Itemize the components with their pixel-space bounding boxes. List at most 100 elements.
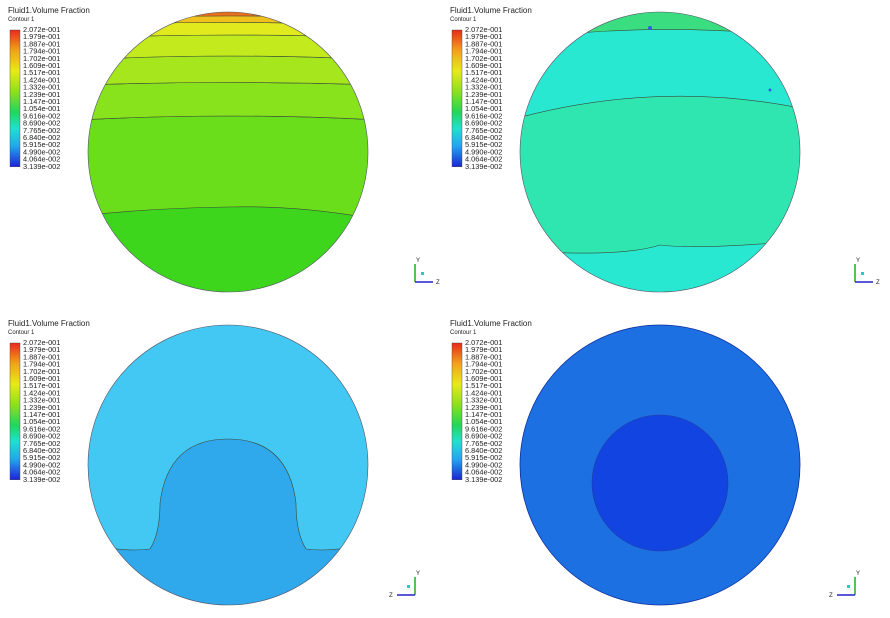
legend-label: 1.239e-001 — [23, 90, 60, 99]
legend-label: 1.239e-001 — [23, 403, 60, 412]
legend-label: 1.702e-001 — [465, 367, 502, 376]
triad-x — [407, 585, 410, 588]
legend-label: 7.765e-002 — [23, 126, 60, 135]
legend-label: 9.616e-002 — [23, 111, 60, 120]
legend-label: 1.054e-001 — [23, 417, 60, 426]
legend-label: 1.424e-001 — [465, 388, 502, 397]
legend-label: 1.702e-001 — [465, 54, 502, 63]
triad-label: Z — [876, 280, 880, 286]
legend-label: 5.915e-002 — [23, 453, 60, 462]
contour — [520, 12, 800, 292]
legend-label: 6.840e-002 — [23, 446, 60, 455]
legend-label: 1.517e-001 — [465, 381, 502, 390]
legend-label: 4.064e-002 — [23, 468, 60, 477]
legend-label: 1.424e-001 — [23, 388, 60, 397]
legend-label: 9.616e-002 — [23, 424, 60, 433]
legend-label: 2.072e-001 — [23, 338, 60, 347]
triad-label: Y — [856, 258, 860, 264]
legend-label: 6.840e-002 — [465, 133, 502, 142]
legend-label: 4.990e-002 — [23, 147, 60, 156]
color-bar — [451, 29, 463, 168]
triad-x — [861, 272, 864, 275]
color-bar — [451, 342, 463, 481]
legend-label: 1.239e-001 — [465, 403, 502, 412]
color-bar — [9, 342, 21, 481]
legend-label: 1.794e-001 — [23, 47, 60, 56]
legend-subtitle: Contour 1 — [450, 17, 477, 23]
legend-label: 1.979e-001 — [23, 345, 60, 354]
legend-label: 3.139e-002 — [465, 162, 502, 171]
legend-label: 4.064e-002 — [23, 155, 60, 164]
contour — [88, 325, 368, 605]
legend-label: 4.064e-002 — [465, 468, 502, 477]
legend-label: 1.517e-001 — [23, 68, 60, 77]
contour — [591, 414, 729, 552]
legend-label: 1.054e-001 — [23, 104, 60, 113]
legend-label: 5.915e-002 — [23, 140, 60, 149]
legend-label: 8.690e-002 — [23, 119, 60, 128]
legend-label: 2.072e-001 — [465, 338, 502, 347]
legend-label: 7.765e-002 — [465, 126, 502, 135]
triad-label: Y — [416, 571, 420, 577]
legend-subtitle: Contour 1 — [450, 330, 477, 336]
legend-label: 1.517e-001 — [465, 68, 502, 77]
legend-label: 1.332e-001 — [23, 83, 60, 92]
contour — [88, 12, 368, 292]
legend-title: Fluid1.Volume Fraction — [450, 319, 532, 328]
legend-label: 4.990e-002 — [23, 460, 60, 469]
legend-label: 1.332e-001 — [23, 396, 60, 405]
legend-label: 1.609e-001 — [465, 61, 502, 70]
legend-label: 1.054e-001 — [465, 417, 502, 426]
legend-label: 1.609e-001 — [23, 61, 60, 70]
legend-label: 1.147e-001 — [465, 97, 502, 106]
legend-label: 6.840e-002 — [465, 446, 502, 455]
legend-label: 1.887e-001 — [465, 39, 502, 48]
legend-label: 4.990e-002 — [465, 460, 502, 469]
legend-label: 4.064e-002 — [465, 155, 502, 164]
legend-label: 8.690e-002 — [465, 432, 502, 441]
triad-label: Y — [416, 258, 420, 264]
legend-title: Fluid1.Volume Fraction — [8, 6, 90, 15]
legend-title: Fluid1.Volume Fraction — [8, 319, 90, 328]
legend-label: 1.794e-001 — [465, 360, 502, 369]
legend-label: 1.887e-001 — [23, 39, 60, 48]
legend-label: 1.517e-001 — [23, 381, 60, 390]
legend-label: 6.840e-002 — [23, 133, 60, 142]
legend-label: 1.794e-001 — [23, 360, 60, 369]
legend-label: 7.765e-002 — [23, 439, 60, 448]
legend-label: 5.915e-002 — [465, 453, 502, 462]
triad-label: Z — [389, 593, 393, 599]
legend-label: 1.424e-001 — [23, 75, 60, 84]
legend-label: 1.147e-001 — [23, 97, 60, 106]
legend-label: 8.690e-002 — [23, 432, 60, 441]
legend-label: 1.054e-001 — [465, 104, 502, 113]
panel: Fluid1.Volume Fraction Contour 1 2.072e-00… — [450, 6, 880, 293]
legend-label: 3.139e-002 — [23, 475, 60, 484]
legend-label: 3.139e-002 — [465, 475, 502, 484]
legend-label: 3.139e-002 — [23, 162, 60, 171]
legend-label: 1.609e-001 — [23, 374, 60, 383]
legend-label: 1.332e-001 — [465, 83, 502, 92]
legend-label: 4.990e-002 — [465, 147, 502, 156]
legend-label: 1.794e-001 — [465, 47, 502, 56]
legend-label: 9.616e-002 — [465, 111, 502, 120]
legend-label: 1.702e-001 — [23, 367, 60, 376]
legend-label: 9.616e-002 — [465, 424, 502, 433]
legend-label: 1.702e-001 — [23, 54, 60, 63]
legend-label: 1.887e-001 — [23, 352, 60, 361]
panel: Fluid1.Volume Fraction Contour 1 2.072e-00… — [8, 6, 440, 293]
legend-title: Fluid1.Volume Fraction — [450, 6, 532, 15]
legend-label: 1.332e-001 — [465, 396, 502, 405]
legend-label: 1.609e-001 — [465, 374, 502, 383]
legend-label: 7.765e-002 — [465, 439, 502, 448]
triad-label: Z — [829, 593, 833, 599]
legend-label: 1.979e-001 — [465, 32, 502, 41]
legend-label: 1.424e-001 — [465, 75, 502, 84]
legend-label: 1.979e-001 — [465, 345, 502, 354]
panel: Fluid1.Volume Fraction Contour 1 2.072e-00… — [450, 319, 860, 606]
triad-x — [847, 585, 850, 588]
legend-label: 1.239e-001 — [465, 90, 502, 99]
panel: Fluid1.Volume Fraction Contour 1 2.072e-00… — [8, 319, 420, 606]
triad-label: Y — [856, 571, 860, 577]
